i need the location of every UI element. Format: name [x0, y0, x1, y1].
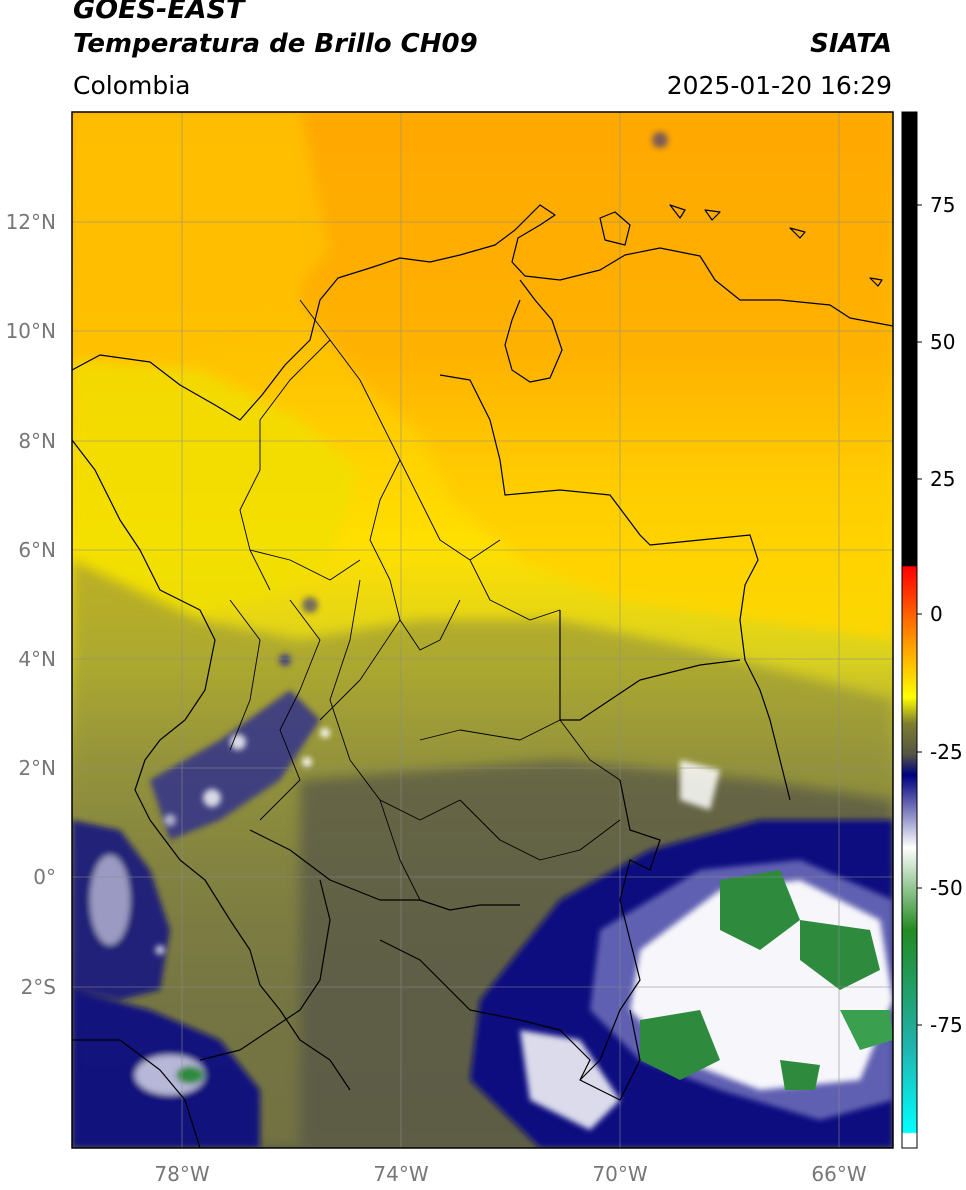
colorbar-label-minus25: -25 [930, 740, 963, 764]
lat-label-10n: 10°N [5, 319, 56, 343]
colorbar [901, 111, 918, 1149]
lat-label-6n: 6°N [18, 538, 56, 562]
ecuador-peru-coast [72, 1039, 201, 1148]
pacific-coast [72, 439, 351, 1091]
lat-label-2s: 2°S [20, 975, 56, 999]
colorbar-label-0: 0 [930, 602, 943, 626]
cold-cloud-southeast [470, 760, 893, 1148]
lat-label-2n: 2°N [18, 756, 56, 780]
lat-label-12n: 12°N [5, 210, 56, 234]
title-satellite: GOES-EAST [73, 0, 245, 25]
lat-label-4n: 4°N [18, 647, 56, 671]
colorbar-label-50: 50 [930, 330, 956, 354]
lat-label-8n: 8°N [18, 429, 56, 453]
title-product: Temperatura de Brillo CH09 [73, 29, 478, 59]
graticule [72, 112, 893, 1148]
colorbar-ticks [917, 204, 922, 1026]
peru-ecuador-border [199, 879, 331, 1061]
brightness-temperature-field [72, 112, 893, 1148]
cold-cloud-west [72, 690, 320, 1148]
region-label: Colombia [73, 71, 191, 100]
lat-label-equator: 0° [33, 865, 56, 889]
colorbar-label-minus50: -50 [930, 876, 963, 900]
maracaibo-lake [504, 279, 563, 383]
colombia-venezuela-border [439, 374, 791, 801]
colombia-peru-border [379, 939, 591, 1081]
lon-label-74w: 74°W [373, 1162, 429, 1186]
colorbar-label-minus75: -75 [930, 1013, 963, 1037]
lon-label-66w: 66°W [811, 1162, 867, 1186]
agency-label: SIATA [810, 29, 892, 59]
department-lines [229, 299, 621, 901]
coastlines-and-borders [72, 204, 893, 1148]
colombia-ecuador-border [249, 829, 520, 911]
colorbar-label-75: 75 [930, 193, 956, 217]
map-frame [71, 111, 894, 1149]
colorbar-label-25: 25 [930, 467, 956, 491]
islands [599, 204, 883, 287]
lon-label-70w: 70°W [592, 1162, 648, 1186]
timestamp-label: 2025-01-20 16:29 [666, 71, 892, 100]
caribbean-coast [72, 204, 893, 421]
cold-spots [155, 132, 668, 955]
lon-label-78w: 78°W [154, 1162, 210, 1186]
